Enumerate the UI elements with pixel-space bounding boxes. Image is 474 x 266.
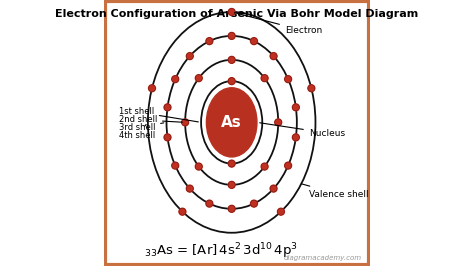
Circle shape: [195, 75, 202, 82]
Circle shape: [228, 160, 235, 167]
Circle shape: [261, 75, 268, 82]
Circle shape: [228, 32, 235, 39]
Circle shape: [148, 85, 155, 92]
Circle shape: [186, 185, 193, 192]
Text: 3rd shell: 3rd shell: [118, 123, 164, 132]
Text: 2nd shell: 2nd shell: [118, 115, 182, 124]
Circle shape: [285, 76, 292, 82]
Circle shape: [270, 53, 277, 60]
Circle shape: [164, 134, 171, 141]
Circle shape: [228, 181, 235, 188]
Circle shape: [285, 162, 292, 169]
Circle shape: [172, 76, 179, 82]
Text: As: As: [221, 115, 242, 130]
Text: 4th shell: 4th shell: [118, 124, 155, 140]
Circle shape: [228, 9, 235, 15]
Circle shape: [261, 163, 268, 170]
Circle shape: [206, 200, 213, 207]
Circle shape: [251, 200, 257, 207]
Text: Electron: Electron: [234, 13, 322, 35]
Circle shape: [275, 119, 282, 126]
Text: Valence shell: Valence shell: [301, 184, 368, 199]
Text: diagramacademy.com: diagramacademy.com: [284, 255, 362, 261]
Circle shape: [186, 53, 193, 60]
Text: 1st shell: 1st shell: [118, 107, 198, 122]
Circle shape: [228, 56, 235, 63]
Circle shape: [228, 205, 235, 212]
Circle shape: [206, 38, 213, 45]
Text: Nucleus: Nucleus: [260, 123, 345, 138]
Circle shape: [277, 208, 284, 215]
Circle shape: [195, 163, 202, 170]
Circle shape: [292, 134, 299, 141]
Circle shape: [228, 78, 235, 85]
Ellipse shape: [206, 88, 257, 157]
Circle shape: [182, 119, 189, 126]
Text: $_{33}$As = $\left[\mathrm{Ar}\right]\,4\mathrm{s}^2\,3\mathrm{d}^{10}\,4\mathrm: $_{33}$As = $\left[\mathrm{Ar}\right]\,4…: [144, 242, 298, 261]
Circle shape: [292, 104, 299, 111]
Circle shape: [179, 208, 186, 215]
Text: Electron Configuration of Arsenic Via Bohr Model Diagram: Electron Configuration of Arsenic Via Bo…: [55, 9, 419, 19]
Circle shape: [270, 185, 277, 192]
Circle shape: [164, 104, 171, 111]
Circle shape: [251, 38, 257, 45]
FancyBboxPatch shape: [105, 1, 369, 265]
Circle shape: [172, 162, 179, 169]
Circle shape: [308, 85, 315, 92]
